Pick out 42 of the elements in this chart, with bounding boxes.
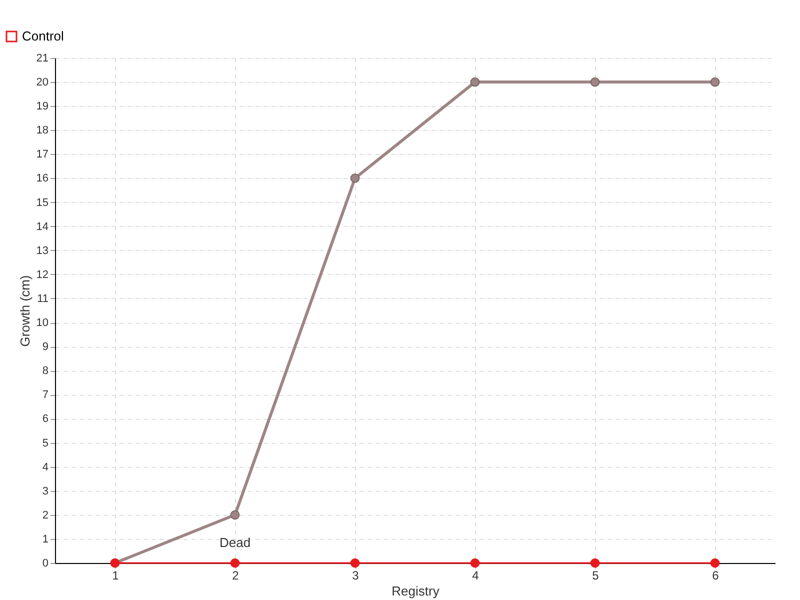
y-tick-label: 12 [36, 268, 48, 281]
y-tick-label: 19 [36, 100, 48, 113]
y-tick-label: 7 [42, 389, 48, 402]
y-tick-label: 15 [36, 196, 48, 209]
x-tick-label: 6 [712, 568, 720, 582]
point [230, 510, 240, 520]
point [470, 77, 480, 87]
annotation: Dead [219, 535, 251, 550]
x-tick-label: 1 [112, 568, 120, 582]
point [470, 558, 480, 568]
y-tick-label: 21 [36, 52, 48, 64]
point [350, 558, 360, 568]
y-tick-label: 2 [42, 509, 48, 522]
x-tick-label: 3 [352, 568, 360, 582]
point [350, 174, 360, 183]
point [590, 558, 600, 568]
y-tick-label: 11 [37, 292, 48, 305]
y-tick-label: 8 [42, 365, 48, 378]
y-tick-label: 10 [36, 317, 48, 330]
point [230, 558, 240, 568]
y-axis-title: Growth (cm) [17, 275, 32, 347]
point [590, 77, 600, 87]
y-tick-label: 17 [36, 148, 48, 161]
point [710, 77, 720, 87]
y-tick-label: 0 [42, 558, 48, 570]
y-tick-label: 14 [36, 220, 48, 233]
legend-label: Control [22, 28, 64, 44]
y-tick-label: 16 [36, 172, 48, 185]
x-tick-label: 5 [592, 568, 600, 582]
x-tick-label: 4 [472, 568, 480, 582]
y-tick-label: 4 [42, 461, 48, 474]
y-tick-label: 9 [42, 341, 48, 354]
y-tick-label: 6 [42, 413, 48, 426]
y-tick-label: 5 [42, 437, 48, 450]
y-tick-label: 13 [36, 244, 48, 257]
y-tick-label: 3 [42, 485, 48, 498]
x-tick-label: 2 [232, 568, 240, 582]
y-tick-label: 20 [36, 76, 48, 89]
y-tick-label: 1 [42, 533, 48, 546]
y-tick-label: 18 [36, 124, 48, 137]
x-axis-title: Registry [392, 584, 440, 598]
point [710, 558, 720, 568]
